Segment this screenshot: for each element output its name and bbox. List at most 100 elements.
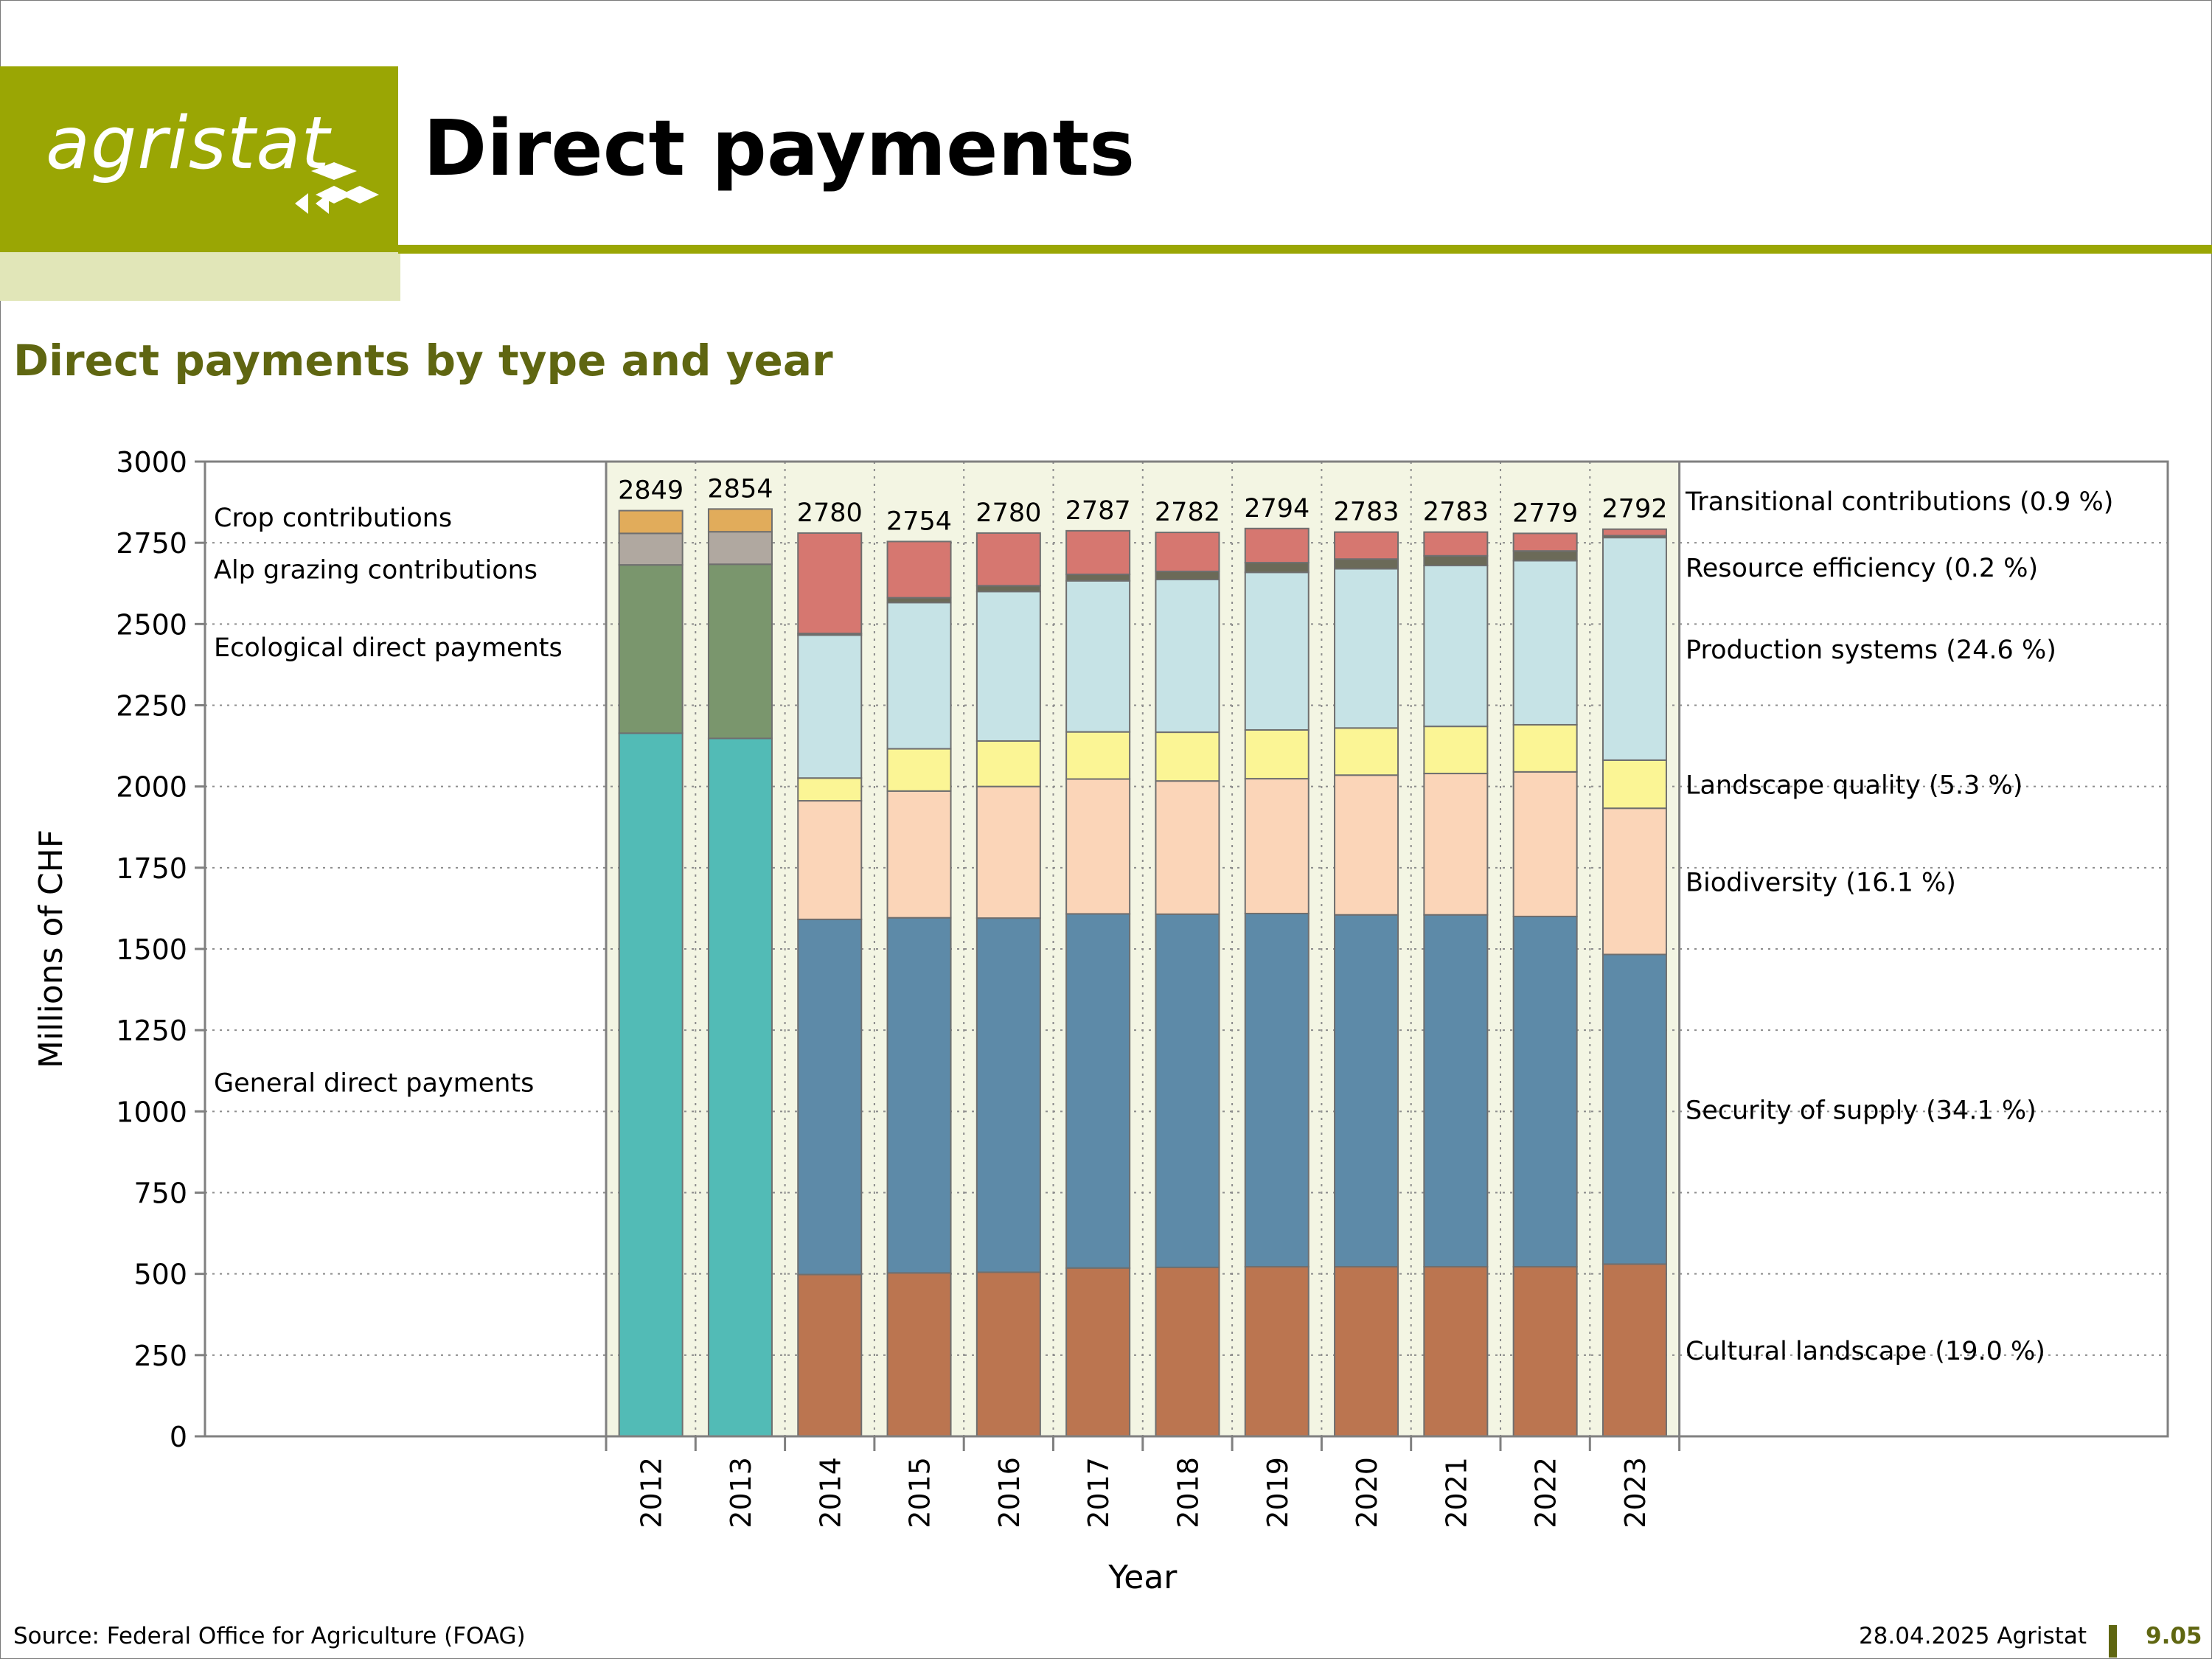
bar-segment-2021 [1423, 726, 1489, 775]
bar-segment-2017 [1065, 580, 1131, 733]
bar-total-label: 2780 [797, 498, 863, 528]
bar-total-label: 2783 [1423, 498, 1489, 527]
bar-segment-2022 [1512, 532, 1578, 552]
bar-segment-2021 [1423, 565, 1489, 728]
bar-segment-2023 [1601, 807, 1667, 956]
bar-segment-2014 [797, 777, 863, 802]
page-number: 9.05 [2146, 1623, 2202, 1649]
x-axis-title: Year [1107, 1559, 1178, 1596]
bar-segment-2022 [1512, 1265, 1578, 1438]
legend-right-label: Resource efficiency (0.2 %) [1686, 554, 2038, 583]
bar-total-label: 2754 [886, 507, 952, 536]
bar-segment-2018 [1155, 1266, 1220, 1438]
bar-segment-2013 [707, 563, 773, 740]
bar-total-label: 2794 [1244, 494, 1310, 524]
x-tick-label: 2015 [904, 1457, 936, 1528]
publication-date: 28.04.2025 Agristat [1858, 1623, 2087, 1649]
bar-segment-2012 [618, 564, 684, 734]
y-tick-label: 3000 [116, 446, 187, 479]
bar-segment-2013 [707, 737, 773, 1437]
bar-segment-2021 [1423, 1265, 1489, 1438]
bar-segment-2016 [975, 740, 1041, 787]
bar-segment-2018 [1155, 731, 1220, 782]
bar-segment-2018 [1155, 913, 1220, 1268]
legend-right-label: Biodiversity (16.1 %) [1686, 868, 1956, 897]
bar-segment-2017 [1065, 731, 1131, 780]
y-tick-label: 1000 [116, 1096, 187, 1128]
bar-segment-2019 [1244, 527, 1310, 564]
x-tick-label: 2013 [725, 1457, 757, 1528]
x-tick-label: 2016 [993, 1457, 1026, 1528]
bar-segment-2022 [1512, 560, 1578, 726]
bar-segment-2021 [1423, 773, 1489, 916]
legend-right-label: Production systems (24.6 %) [1686, 636, 2056, 665]
bar-segment-2015 [886, 748, 952, 792]
x-tick-label: 2019 [1262, 1457, 1294, 1528]
bar-segment-2020 [1334, 1265, 1399, 1438]
bar-segment-2020 [1334, 531, 1399, 560]
bar-segment-2023 [1601, 537, 1667, 761]
legend-right-label: Landscape quality (5.3 %) [1686, 771, 2023, 801]
logo-background [0, 66, 398, 252]
bar-segment-2013 [707, 531, 773, 566]
bar-segment-2014 [797, 634, 863, 779]
bar-segment-2017 [1065, 913, 1131, 1269]
bar-segment-2018 [1155, 780, 1220, 915]
bar-segment-2015 [886, 602, 952, 750]
y-tick-label: 2000 [116, 771, 187, 804]
bar-segment-2014 [797, 918, 863, 1276]
bar-segment-2021 [1423, 914, 1489, 1267]
chart-subtitle: Direct payments by type and year [13, 335, 833, 386]
legend-left-label: Crop contributions [214, 504, 452, 533]
bar-segment-2021 [1423, 554, 1489, 567]
bar-segment-2015 [886, 1272, 952, 1438]
stacked-bar-chart: 2849 2854 2780 2754 2780 2787 2782 2794 2783 2783… [32, 446, 2169, 1596]
legend-right-label: Cultural landscape (19.0 %) [1686, 1337, 2045, 1366]
legend-left-label: Ecological direct payments [214, 633, 563, 663]
bar-segment-2023 [1601, 528, 1667, 537]
bar-segment-2016 [975, 532, 1041, 587]
bar-segment-2016 [975, 585, 1041, 593]
bar-segment-2017 [1065, 573, 1131, 582]
bar-segment-2019 [1244, 728, 1310, 780]
y-tick-label: 0 [170, 1421, 187, 1453]
bar-segment-2012 [618, 532, 684, 566]
bar-segment-2012 [618, 732, 684, 1437]
bar-segment-2015 [886, 540, 952, 599]
bar-segment-2020 [1334, 914, 1399, 1267]
bar-segment-2020 [1334, 568, 1399, 729]
bar-segment-2019 [1244, 778, 1310, 914]
bar-segment-2022 [1512, 771, 1578, 917]
bar-segment-2022 [1512, 550, 1578, 562]
y-tick-label: 1500 [116, 933, 187, 966]
bar-segment-2018 [1155, 570, 1220, 580]
bar-segment-2016 [975, 785, 1041, 919]
bar-total-label: 2787 [1065, 496, 1131, 526]
bar-segment-2020 [1334, 727, 1399, 776]
x-tick-label: 2021 [1440, 1457, 1472, 1528]
bar-segment-2019 [1244, 1265, 1310, 1438]
y-tick-label: 1250 [116, 1015, 187, 1047]
bar-segment-2017 [1065, 778, 1131, 915]
bar-segment-2015 [886, 790, 952, 919]
legend-left-label: General direct payments [214, 1069, 534, 1099]
bar-segment-2018 [1155, 532, 1220, 572]
bar-segment-2023 [1601, 953, 1667, 1265]
bar-segment-2012 [618, 509, 684, 535]
footer-divider [2109, 1625, 2117, 1658]
y-axis-title: Millions of CHF [32, 830, 70, 1068]
bar-segment-2019 [1244, 571, 1310, 731]
bar-segment-2016 [975, 1271, 1041, 1438]
bar-segment-2014 [797, 1273, 863, 1437]
header-rule [398, 245, 2212, 254]
bar-segment-2015 [886, 917, 952, 1274]
y-tick-label: 2250 [116, 690, 187, 723]
legend-left-label: Alp grazing contributions [214, 555, 538, 585]
bar-total-label: 2779 [1512, 498, 1578, 528]
bar-segment-2022 [1512, 723, 1578, 773]
y-tick-label: 500 [133, 1259, 187, 1291]
bar-segment-2014 [797, 800, 863, 920]
agristat-logo: agristat [46, 102, 330, 186]
x-tick-label: 2022 [1530, 1457, 1562, 1528]
logo-diamond-icon [295, 162, 379, 214]
